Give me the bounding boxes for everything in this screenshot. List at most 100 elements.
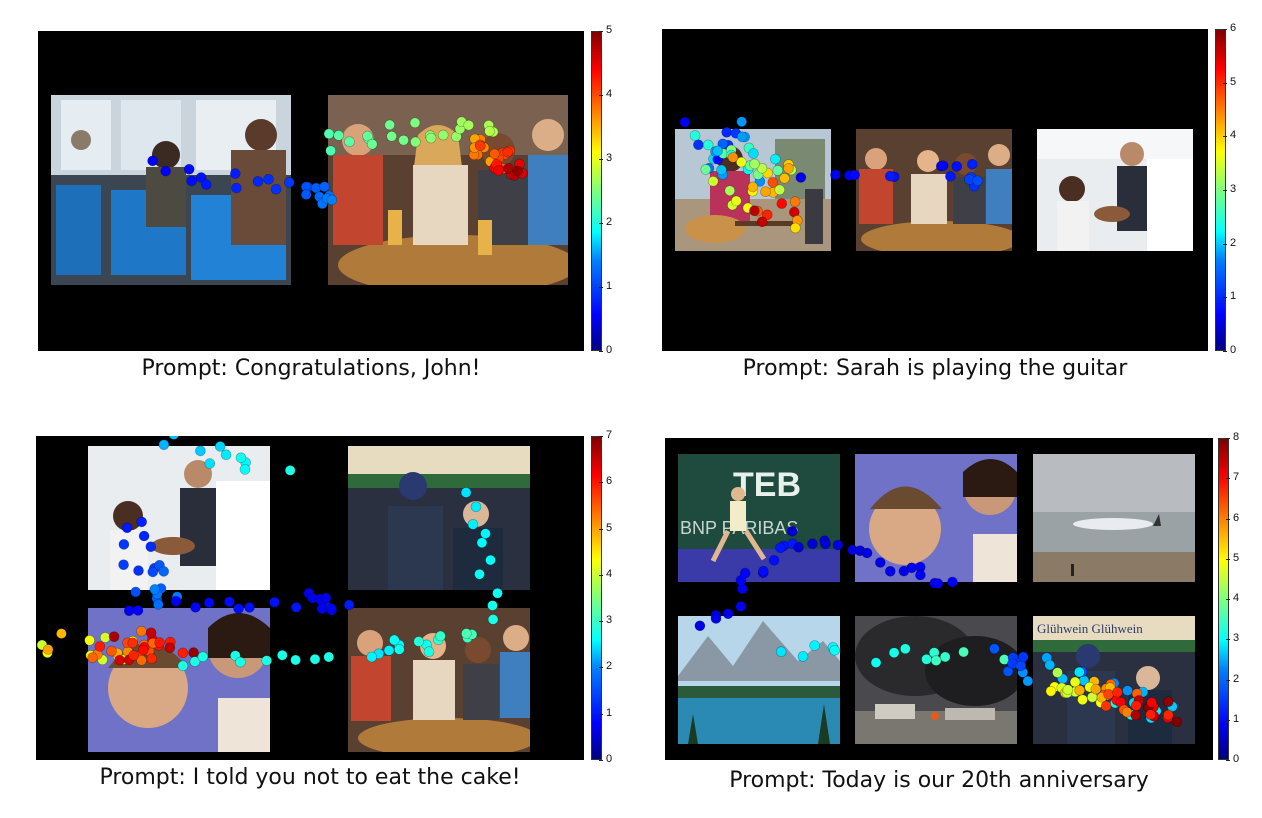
- gaze-fixation-dot: [316, 603, 328, 614]
- colorbar-tick-mark: [599, 713, 603, 715]
- colorbar-tick-mark: [599, 574, 603, 576]
- colorbar-tick-label: 3: [606, 152, 613, 164]
- friends-at-bar-photo: [856, 129, 1012, 251]
- friends-at-bar-photo: [348, 608, 530, 752]
- colorbar-tick-mark: [1223, 243, 1227, 245]
- mountain-lake-photo: [678, 616, 840, 744]
- gaze-fixation-dot: [302, 181, 314, 193]
- gaze-fixation-dot: [284, 465, 296, 476]
- colorbar-tick-label: 6: [606, 475, 613, 488]
- gaze-fixation-dot: [171, 591, 183, 602]
- colorbar-tick-mark: [599, 667, 603, 669]
- gaze-fixation-dot: [170, 595, 182, 607]
- gaze-fixation-dot: [314, 593, 326, 605]
- colorbar-tick-label: 4: [606, 567, 613, 580]
- colorbar-tick-mark: [599, 482, 603, 484]
- colorbar-tick-label: 4: [1230, 129, 1237, 142]
- beach-runner-photo: [1033, 454, 1195, 582]
- colorbar-tick-label: 5: [1233, 551, 1240, 564]
- colorbar-tick-label: 2: [1233, 672, 1240, 685]
- gaze-fixation-dot: [303, 587, 315, 599]
- colorbar-3: [591, 436, 602, 760]
- prompt-caption: Prompt: I told you not to eat the cake!: [99, 765, 521, 790]
- tennis-player-photo: TEB BNP PARIBAS: [678, 454, 840, 582]
- colorbar-tick-mark: [1226, 478, 1230, 480]
- scolding-boy-photo: [88, 608, 270, 752]
- gaze-fixation-dot: [830, 169, 841, 180]
- gaze-stage-1: [38, 31, 584, 351]
- gaze-fixation-dot: [736, 116, 747, 127]
- gaze-fixation-dot: [1015, 657, 1027, 668]
- colorbar-tick-mark: [599, 31, 603, 32]
- colorbar-tick-label: 4: [606, 88, 613, 100]
- woman-with-guitar-photo: [675, 129, 831, 251]
- christmas-market-photo: Glühwein Glühwein: [1033, 616, 1195, 744]
- colorbar-tick-label: 7: [1233, 471, 1240, 484]
- gaze-fixation-dot: [1015, 660, 1027, 672]
- colorbar-tick-mark: [599, 159, 603, 160]
- colorbar-tick-label: 2: [606, 660, 613, 673]
- colorbar-tick-label: 3: [1230, 183, 1237, 195]
- gaze-fixation-dot: [300, 181, 312, 193]
- colorbar-tick-mark: [599, 351, 603, 352]
- gaze-fixation-dot: [316, 198, 328, 210]
- gaze-fixation-dot: [320, 592, 332, 604]
- colorbar-tick-label: 3: [606, 614, 613, 627]
- prompt-caption: Prompt: Today is our 20th anniversary: [729, 768, 1149, 793]
- gaze-fixation-dot: [1017, 651, 1029, 663]
- gaze-fixation-dot: [269, 596, 280, 608]
- colorbar-tick-label: 0: [606, 344, 613, 356]
- colorbar-1: [591, 31, 602, 351]
- colorbar-tick-mark: [599, 528, 603, 530]
- colorbar-tick-label: 0: [606, 753, 613, 765]
- colorbar-tick-label: 6: [1230, 22, 1237, 34]
- colorbar-tick-mark: [1223, 351, 1227, 352]
- prompt-caption: Prompt: Sarah is playing the guitar: [742, 356, 1128, 381]
- colorbar-tick-label: 1: [1230, 290, 1237, 303]
- colorbar-tick-label: 1: [1233, 712, 1240, 725]
- scolding-boy-photo: [855, 454, 1017, 582]
- tennis-banner-text: TEB: [733, 466, 801, 504]
- colorbar-tick-mark: [599, 223, 603, 224]
- gaze-fixation-dot: [151, 588, 163, 600]
- colorbar-tick-label: 5: [606, 521, 613, 534]
- colorbar-tick-label: 2: [606, 216, 613, 228]
- colorbar-tick-mark: [599, 95, 603, 96]
- colorbar-tick-label: 2: [1230, 236, 1237, 249]
- colorbar-tick-mark: [1223, 190, 1227, 191]
- colorbar-tick-label: 7: [606, 429, 613, 441]
- gaze-stage-3: [36, 436, 584, 760]
- christmas-market-photo: [348, 446, 530, 590]
- gaze-fixation-dot: [56, 628, 67, 639]
- colorbar-tick-label: 5: [606, 24, 613, 36]
- gaze-fixation-dot: [844, 170, 855, 181]
- gaze-fixation-dot: [168, 436, 179, 440]
- friends-at-bar-photo: [328, 95, 568, 285]
- birthday-cake-photo: [1037, 129, 1193, 251]
- colorbar-tick-mark: [1226, 760, 1230, 761]
- gaze-fixation-dot: [36, 639, 48, 651]
- colorbar-tick-mark: [599, 760, 603, 761]
- gaze-fixation-dot: [42, 644, 54, 655]
- smoke-fire-photo: [855, 616, 1017, 744]
- colorbar-tick-mark: [599, 436, 603, 437]
- gaze-fixation-dot: [326, 604, 338, 616]
- gaze-fixation-dot: [300, 189, 312, 200]
- gaze-fixation-dot: [277, 649, 288, 661]
- gaze-fixation-dot: [290, 602, 302, 613]
- colorbar-tick-mark: [1223, 29, 1227, 30]
- colorbar-tick-label: 6: [1233, 511, 1240, 524]
- prompt-caption: Prompt: Congratulations, John!: [141, 356, 481, 381]
- gaze-fixation-dot: [316, 596, 328, 608]
- colorbar-tick-mark: [1226, 438, 1230, 439]
- gaze-fixation-dot: [323, 651, 335, 663]
- gaze-stage-4: TEB BNP PARIBAS: [665, 438, 1213, 760]
- colorbar-tick-mark: [1223, 297, 1227, 299]
- colorbar-tick-label: 3: [1233, 632, 1240, 645]
- gaze-stage-2: [662, 29, 1208, 351]
- gaze-fixation-dot: [151, 593, 163, 604]
- colorbar-tick-label: 0: [1233, 753, 1240, 765]
- gaze-fixation-dot: [203, 597, 215, 608]
- colorbar-tick-label: 8: [1233, 431, 1240, 443]
- colorbar-tick-label: 1: [606, 706, 613, 719]
